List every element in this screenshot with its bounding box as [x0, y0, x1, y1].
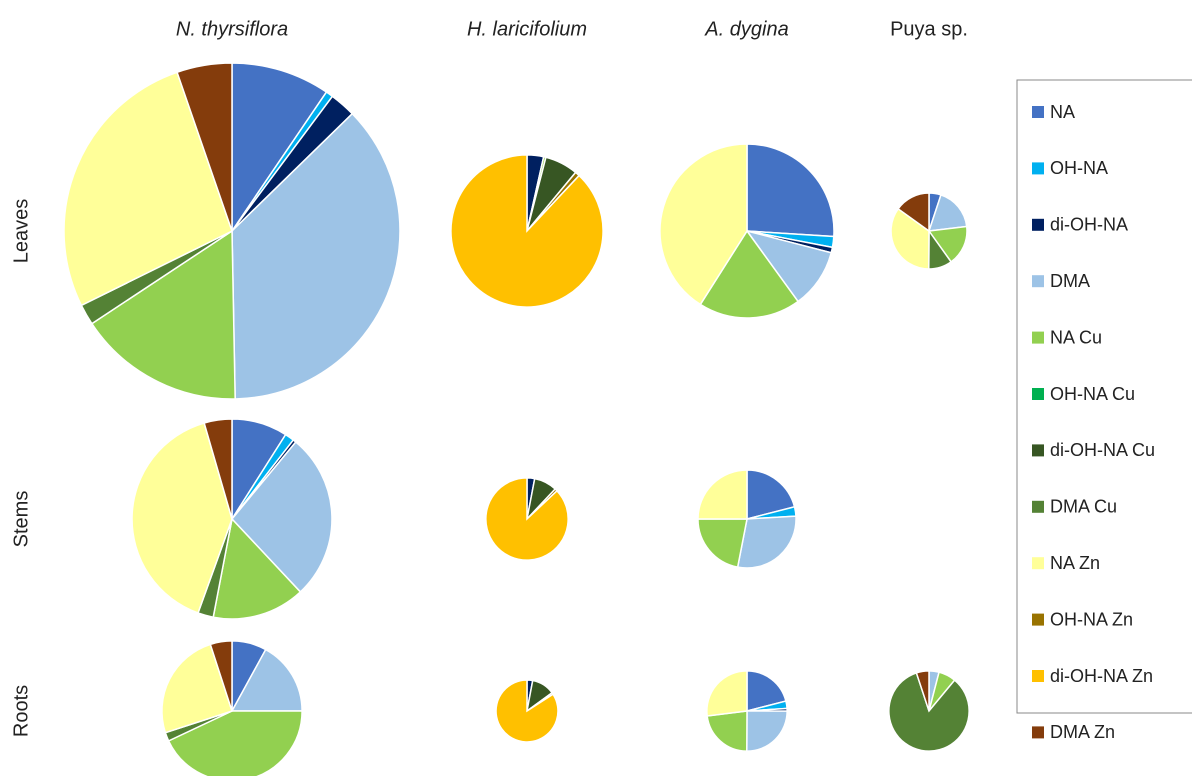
legend-label: di-OH-NA	[1050, 215, 1128, 235]
pie-slice	[63, 71, 233, 307]
pie-slice	[888, 671, 970, 752]
legend-label: DMA Cu	[1050, 497, 1117, 517]
row-label: Roots	[10, 685, 32, 737]
pie-slice	[746, 710, 788, 752]
pie-slice	[697, 518, 748, 569]
pie	[697, 469, 797, 569]
legend-label: OH-NA	[1050, 158, 1108, 178]
pie-slice	[161, 643, 233, 734]
pie	[659, 143, 835, 319]
pie-slice	[167, 710, 303, 776]
pie-slice	[176, 62, 233, 232]
pie-slice	[746, 469, 796, 520]
legend-swatch	[1032, 275, 1044, 288]
pie	[706, 670, 788, 752]
legend-label: NA Cu	[1050, 327, 1102, 347]
pie-slice	[495, 679, 559, 743]
pie-slice	[203, 418, 233, 520]
legend-swatch	[1032, 388, 1044, 400]
pie-slice	[746, 143, 835, 238]
column-title: N. thyrsiflora	[176, 18, 288, 40]
legend-swatch	[1032, 162, 1044, 175]
legend-swatch	[1032, 557, 1044, 570]
column-title: Puya sp.	[890, 18, 968, 40]
pie-slice	[915, 670, 930, 712]
pie-slice	[697, 469, 748, 520]
pie-slice	[90, 229, 236, 400]
pie-slice	[659, 143, 748, 306]
legend-swatch	[1032, 613, 1044, 626]
pie	[131, 418, 333, 620]
pie-slice	[231, 112, 401, 400]
pie	[450, 154, 604, 308]
pie-slice	[706, 710, 748, 752]
pie-slice	[746, 670, 787, 712]
legend-label: DMA Zn	[1050, 722, 1115, 742]
pie-slice	[699, 229, 800, 319]
legend-swatch	[1032, 218, 1044, 231]
pie-slice	[897, 192, 930, 233]
legend-label: di-OH-NA Cu	[1050, 440, 1155, 460]
legend-label: NA	[1050, 102, 1075, 122]
legend-swatch	[1032, 670, 1044, 682]
legend-label: di-OH-NA Zn	[1050, 666, 1153, 686]
legend-swatch	[1032, 106, 1044, 118]
row-label: Leaves	[10, 199, 32, 264]
legend-label: OH-NA Cu	[1050, 384, 1135, 404]
pie	[485, 477, 569, 561]
pie-slice	[736, 515, 797, 569]
legend-swatch	[1032, 331, 1044, 344]
pie-slice	[212, 517, 302, 620]
pie-slice	[231, 440, 333, 593]
pie-slice	[927, 193, 968, 232]
pie-slice	[890, 207, 930, 270]
pie	[495, 679, 559, 743]
legend-label: DMA	[1050, 271, 1090, 291]
row-label: Stems	[10, 491, 32, 548]
pie-slice	[230, 648, 303, 712]
legend-swatch	[1032, 726, 1044, 739]
pie	[161, 640, 303, 776]
pie-slice	[209, 640, 233, 712]
column-title: H. laricifolium	[467, 18, 587, 40]
pie-slice	[706, 670, 748, 717]
pie-slice	[450, 154, 604, 308]
pie-slice	[131, 422, 233, 614]
legend-swatch	[1032, 444, 1044, 457]
pie-slice	[485, 477, 569, 561]
legend-label: NA Zn	[1050, 553, 1100, 573]
pie	[63, 62, 401, 400]
legend-label: OH-NA Zn	[1050, 609, 1133, 629]
pie	[888, 670, 970, 752]
legend-box	[1016, 79, 1192, 714]
column-title: A. dygina	[704, 18, 788, 40]
legend-swatch	[1032, 500, 1044, 513]
pie	[890, 192, 968, 270]
pie-slice	[231, 62, 328, 234]
